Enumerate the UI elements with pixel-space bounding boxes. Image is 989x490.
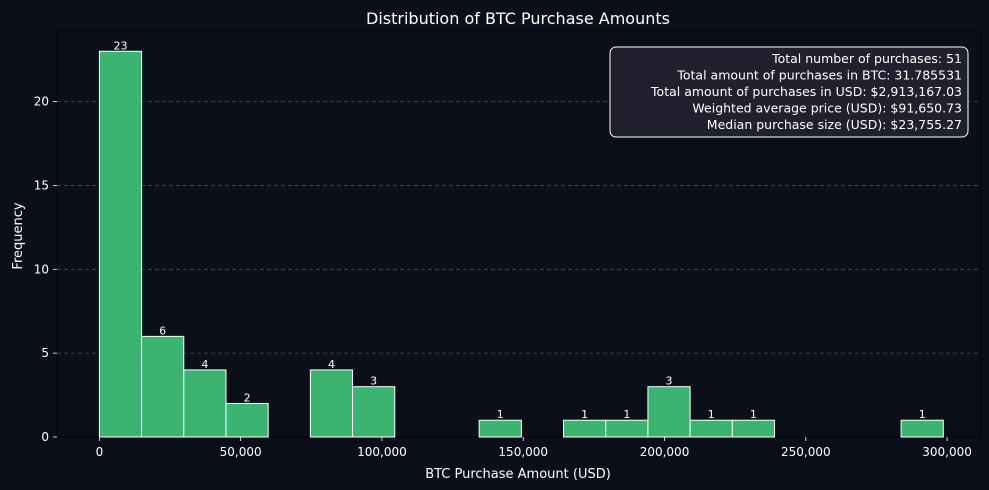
bar-count-label: 1 — [708, 408, 715, 421]
histogram-bar — [309, 369, 354, 438]
bar-count-label: 1 — [497, 408, 504, 421]
histogram-bar — [605, 419, 649, 438]
histogram-bar — [98, 50, 143, 438]
bar-count-label: 1 — [581, 408, 588, 421]
bar-count-label: 3 — [666, 375, 673, 388]
stats-box: Total number of purchases: 51 Total amoun… — [609, 46, 969, 138]
histogram-bar — [900, 419, 944, 438]
y-tick-label: 0 — [41, 430, 49, 444]
bar-count-label: 4 — [201, 358, 208, 371]
x-tick-label: 150,000 — [498, 445, 548, 459]
stats-line: Weighted average price (USD): $91,650.73 — [692, 101, 962, 116]
histogram-bar — [563, 419, 607, 438]
stats-line: Total amount of purchases in BTC: 31.785… — [676, 68, 962, 83]
histogram-bar — [183, 369, 227, 438]
x-tick-label: 0 — [96, 445, 104, 459]
histogram-bar — [647, 386, 691, 438]
x-tick-label: 200,000 — [640, 445, 690, 459]
stats-line: Total amount of purchases in USD: $2,913… — [650, 84, 962, 99]
bar-count-label: 1 — [750, 408, 757, 421]
y-tick-label: 10 — [34, 262, 49, 276]
chart-title: Distribution of BTC Purchase Amounts — [366, 9, 670, 28]
bar-count-label: 3 — [370, 375, 377, 388]
bar-count-label: 1 — [623, 408, 630, 421]
y-axis-label: Frequency — [11, 202, 26, 269]
stats-line: Total number of purchases: 51 — [771, 51, 962, 66]
bar-count-label: 1 — [919, 408, 926, 421]
y-tick-label: 15 — [34, 178, 49, 192]
histogram-bar — [478, 419, 522, 438]
histogram-bar — [225, 402, 269, 438]
histogram-bar — [689, 419, 733, 438]
y-tick-label: 5 — [41, 346, 49, 360]
x-tick-label: 50,000 — [220, 445, 262, 459]
x-tick-label: 300,000 — [922, 445, 972, 459]
bar-count-label: 6 — [159, 324, 166, 337]
stats-line: Median purchase size (USD): $23,755.27 — [707, 117, 962, 132]
bar-count-label: 4 — [328, 358, 335, 371]
bar-count-label: 23 — [113, 39, 127, 52]
histogram-bar — [141, 335, 185, 438]
stats-box-frame — [609, 46, 969, 138]
histogram-bar — [352, 386, 396, 438]
bar-count-label: 2 — [244, 391, 251, 404]
histogram-bar — [731, 419, 776, 438]
x-axis-label: BTC Purchase Amount (USD) — [425, 467, 611, 482]
x-tick-label: 250,000 — [781, 445, 831, 459]
x-tick-label: 100,000 — [357, 445, 407, 459]
y-tick-label: 20 — [34, 95, 49, 109]
